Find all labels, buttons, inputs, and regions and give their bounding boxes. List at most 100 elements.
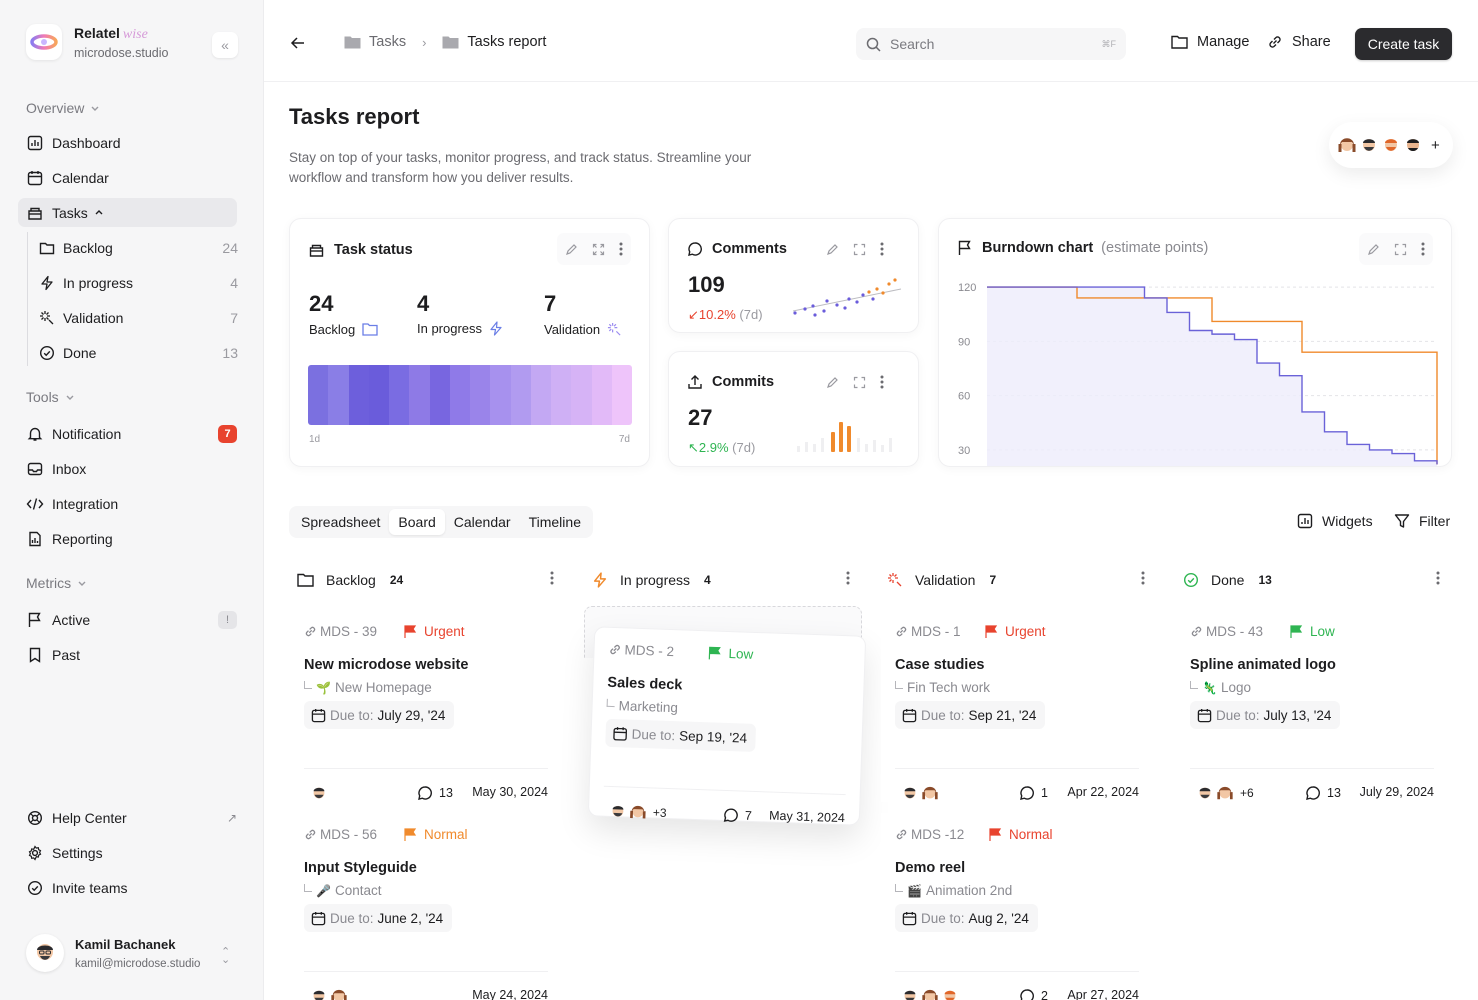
task-due[interactable]: Due to: July 13, '24 xyxy=(1190,701,1341,729)
chevron-down-icon xyxy=(78,581,86,586)
expand-icon[interactable] xyxy=(853,376,866,389)
user-menu-toggle-icon[interactable]: ⌃ ⌄ xyxy=(221,946,231,966)
task-card-dragging[interactable]: MDS - 2 Low Sales deck Marketing Due to:… xyxy=(587,626,867,826)
collapse-sidebar-button[interactable]: « xyxy=(212,32,238,58)
tab-timeline[interactable]: Timeline xyxy=(528,514,581,530)
more-vertical-icon[interactable] xyxy=(550,571,554,585)
column-header-done[interactable]: Done 13 xyxy=(1183,568,1272,592)
add-member-button[interactable]: + xyxy=(1431,136,1440,154)
sidebar-item-in-progress[interactable]: In progress 4 xyxy=(38,268,238,297)
expand-icon[interactable] xyxy=(592,243,605,256)
more-vertical-icon[interactable] xyxy=(846,571,850,585)
sidebar-item-label: Done xyxy=(63,344,97,361)
more-vertical-icon[interactable] xyxy=(880,242,884,256)
sidebar-item-backlog[interactable]: Backlog 24 xyxy=(38,233,238,262)
sidebar-item-integration[interactable]: Integration xyxy=(18,489,237,518)
more-vertical-icon[interactable] xyxy=(880,375,884,389)
task-comments[interactable]: 13 xyxy=(1305,785,1341,801)
manage-button[interactable]: Manage xyxy=(1171,34,1249,50)
column-header-validation[interactable]: Validation 7 xyxy=(887,568,996,592)
tab-spreadsheet[interactable]: Spreadsheet xyxy=(301,514,381,530)
sidebar-item-validation[interactable]: Validation 7 xyxy=(38,303,238,332)
breadcrumb-current[interactable]: Tasks report xyxy=(467,34,547,50)
brand[interactable]: Relatel wise microdose.studio xyxy=(26,24,169,60)
calendar-icon xyxy=(902,911,917,925)
task-comments[interactable]: 7 xyxy=(723,807,752,824)
sidebar-item-dashboard[interactable]: Dashboard xyxy=(18,128,237,157)
sidebar-item-settings[interactable]: Settings xyxy=(18,838,237,867)
more-vertical-icon[interactable] xyxy=(1436,571,1440,585)
sidebar-item-help-center[interactable]: Help Center ↗ xyxy=(18,803,237,832)
create-task-button[interactable]: Create task xyxy=(1355,28,1452,60)
stat-backlog-label: Backlog xyxy=(309,322,378,337)
heatmap-segment xyxy=(530,365,551,425)
heatmap-axis-end: 7d xyxy=(618,434,630,445)
breadcrumb-tasks[interactable]: Tasks xyxy=(369,34,407,50)
search-input[interactable]: Search ⌘F xyxy=(856,28,1126,60)
task-comments[interactable]: 13 xyxy=(417,785,453,801)
team-members[interactable]: + xyxy=(1329,122,1453,168)
task-comments[interactable]: 1 xyxy=(1019,785,1048,801)
topbar: Tasks › Tasks report Search ⌘F Manage Sh… xyxy=(264,0,1478,82)
pencil-icon[interactable] xyxy=(826,243,839,256)
task-parent: 🌱 New Homepage xyxy=(304,680,432,695)
sidebar-item-done[interactable]: Done 13 xyxy=(38,338,238,367)
sidebar-item-past[interactable]: Past xyxy=(18,640,237,669)
check-circle-icon xyxy=(1183,572,1199,588)
notification-badge: 7 xyxy=(218,424,237,443)
task-due[interactable]: Due to: July 29, '24 xyxy=(304,701,455,729)
sidebar-item-label: Tasks xyxy=(52,204,88,221)
task-card[interactable]: MDS - 56 Normal Input Styleguide 🎤 Contac… xyxy=(290,813,562,1000)
section-metrics[interactable]: Metrics xyxy=(26,575,87,591)
task-card[interactable]: MDS - 43 Low Spline animated logo 🦎 Logo … xyxy=(1176,610,1448,802)
more-vertical-icon[interactable] xyxy=(619,242,623,256)
more-vertical-icon[interactable] xyxy=(1421,242,1425,256)
sidebar-item-tasks[interactable]: Tasks xyxy=(18,198,237,227)
task-due[interactable]: Due to: Sep 21, '24 xyxy=(895,701,1046,729)
task-card[interactable]: MDS - 39 Urgent New microdose website 🌱 N… xyxy=(290,610,562,802)
pencil-icon[interactable] xyxy=(565,243,578,256)
assignee-avatar xyxy=(922,786,938,800)
sidebar-item-active[interactable]: Active ! xyxy=(18,605,237,634)
sidebar-item-notification[interactable]: Notification 7 xyxy=(18,419,237,448)
widgets-button[interactable]: Widgets xyxy=(1297,513,1373,529)
upload-icon xyxy=(688,375,702,389)
sidebar-item-inbox[interactable]: Inbox xyxy=(18,454,237,483)
more-assignees: +6 xyxy=(1240,786,1254,800)
commits-delta-value: 2.9% xyxy=(698,440,729,455)
sidebar-item-reporting[interactable]: Reporting xyxy=(18,524,237,553)
section-tools[interactable]: Tools xyxy=(26,389,75,405)
pencil-icon[interactable] xyxy=(826,376,839,389)
inbox-icon xyxy=(26,460,44,478)
dashboard-icon xyxy=(26,134,44,152)
sidebar-item-invite-teams[interactable]: Invite teams xyxy=(18,873,237,902)
task-card[interactable]: MDS -12 Normal Demo reel 🎬 Animation 2nd … xyxy=(881,813,1153,1000)
chevron-down-icon xyxy=(91,106,99,111)
task-due[interactable]: Due to: Aug 2, '24 xyxy=(895,904,1038,932)
column-count: 7 xyxy=(989,573,997,587)
task-card[interactable]: MDS - 1 Urgent Case studies Fin Tech wor… xyxy=(881,610,1153,802)
task-comments[interactable]: 2 xyxy=(1019,988,1048,1000)
more-vertical-icon[interactable] xyxy=(1141,571,1145,585)
section-overview[interactable]: Overview xyxy=(26,100,100,116)
card-header: Commits xyxy=(687,374,774,390)
tab-calendar[interactable]: Calendar xyxy=(453,514,511,530)
task-parent-label: Fin Tech work xyxy=(907,680,991,695)
column-header-backlog[interactable]: Backlog 24 xyxy=(297,568,403,592)
task-due[interactable]: Due to: Sep 19, '24 xyxy=(605,718,757,753)
priority-flag-icon xyxy=(989,827,1002,841)
due-date: Sep 19, '24 xyxy=(678,727,748,746)
flag-icon xyxy=(26,611,44,629)
pencil-icon[interactable] xyxy=(1367,243,1380,256)
user-profile[interactable]: Kamil Bachanek kamil@microdose.studio xyxy=(26,934,200,972)
tab-board[interactable]: Board xyxy=(389,509,445,535)
expand-icon[interactable] xyxy=(1394,243,1407,256)
expand-icon[interactable] xyxy=(853,243,866,256)
filter-button[interactable]: Filter xyxy=(1394,513,1450,529)
lizard-icon: 🦎 xyxy=(1202,680,1217,695)
sidebar-item-calendar[interactable]: Calendar xyxy=(18,163,237,192)
back-button[interactable] xyxy=(290,35,306,51)
task-due[interactable]: Due to: June 2, '24 xyxy=(304,904,453,932)
share-button[interactable]: Share xyxy=(1267,34,1331,50)
column-header-in-progress[interactable]: In progress 4 xyxy=(592,568,711,592)
